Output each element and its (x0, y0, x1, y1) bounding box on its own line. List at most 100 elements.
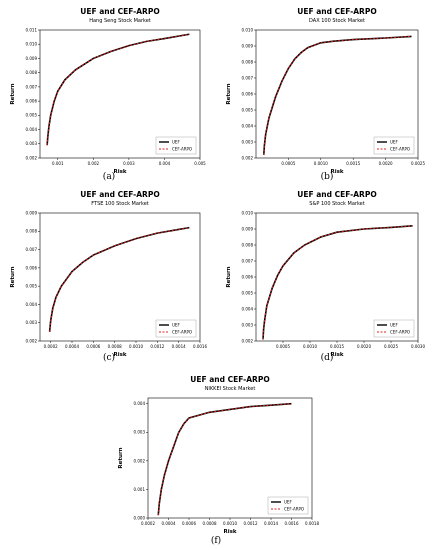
x-tick-label: 0.0010 (314, 161, 328, 166)
y-tick-label: 0.010 (26, 42, 38, 47)
x-tick-label: 0.0025 (384, 344, 398, 349)
legend-box (373, 136, 415, 155)
x-tick-label: 0.0008 (108, 344, 122, 349)
chart-panel-b: UEF and CEF-ARPO DAX 100 Stock Market 0.00… (216, 0, 433, 183)
chart-svg-b: UEF and CEF-ARPO DAX 100 Stock Market 0.00… (226, 7, 425, 175)
x-tick-label: 0.0008 (203, 521, 217, 526)
y-tick-label: 0.002 (242, 338, 254, 343)
legend: UEF CEF-ARPO (155, 136, 197, 155)
chart-panel-c: UEF and CEF-ARPO FTSE 100 Stock Market 0.0… (0, 183, 216, 366)
x-tick-label: 0.0006 (182, 521, 196, 526)
chart-subtitle: DAX 100 Stock Market (309, 18, 365, 24)
series-line-cef-arpo (263, 35, 412, 155)
x-tick-label: 0.0005 (281, 161, 295, 166)
y-tick-label: 0.004 (26, 127, 38, 132)
x-axis-label: Risk (330, 169, 343, 175)
panel-caption-a: (a) (102, 172, 116, 182)
x-tick-label: 0.003 (123, 161, 135, 166)
y-tick-label: 0.003 (26, 141, 38, 146)
y-tick-label: 0.010 (242, 27, 254, 32)
chart-panel-a: UEF and CEF-ARPO Hang Seng Stock Market 0.… (0, 0, 216, 183)
legend-label: CEF-ARPO (172, 329, 192, 334)
chart-svg-c: UEF and CEF-ARPO FTSE 100 Stock Market 0.0… (10, 190, 207, 358)
y-tick-label: 0.005 (242, 290, 254, 295)
y-tick-label: 0.005 (242, 107, 254, 112)
x-tick-label: 0.0010 (129, 344, 143, 349)
series-line-cef-arpo (49, 227, 190, 332)
x-tick-label: 0.0004 (162, 521, 176, 526)
y-tick-label: 0.006 (242, 274, 254, 279)
y-tick-label: 0.002 (242, 155, 254, 160)
y-tick-label: 0.005 (26, 113, 38, 118)
y-tick-label: 0.003 (242, 322, 254, 327)
legend-label: UEF (284, 499, 292, 504)
legend-label: UEF (172, 139, 180, 144)
y-axis-label: Return (10, 83, 16, 104)
y-tick-label: 0.005 (26, 284, 38, 289)
chart-subtitle: NIKKEI Stock Market (205, 386, 256, 392)
panel-caption-c: (c) (102, 353, 116, 363)
chart-subtitle: Hang Seng Stock Market (89, 18, 151, 24)
chart-title: UEF and CEF-ARPO (80, 190, 159, 199)
y-tick-label: 0.008 (26, 229, 38, 234)
y-tick-label: 0.010 (242, 210, 254, 215)
x-tick-label: 0.005 (194, 161, 206, 166)
x-tick-label: 0.0002 (141, 521, 155, 526)
chart-svg-f: UEF and CEF-ARPO NIKKEI Stock Market 0.000… (118, 375, 319, 535)
y-tick-label: 0.007 (242, 258, 254, 263)
chart-svg-d: UEF and CEF-ARPO S&P 100 Stock Market 0.00… (226, 190, 425, 358)
y-tick-label: 0.006 (26, 99, 38, 104)
x-tick-label: 0.0004 (65, 344, 79, 349)
legend-box (373, 319, 415, 338)
x-tick-label: 0.0025 (411, 161, 425, 166)
y-tick-label: 0.004 (134, 401, 146, 406)
y-tick-label: 0.003 (134, 430, 146, 435)
legend: UEF CEF-ARPO (267, 496, 309, 515)
y-tick-label: 0.002 (26, 338, 38, 343)
chart-panel-f: UEF and CEF-ARPO NIKKEI Stock Market 0.000… (108, 366, 325, 539)
x-tick-label: 0.0014 (172, 344, 186, 349)
y-tick-label: 0.007 (26, 247, 38, 252)
legend-box (155, 319, 197, 338)
y-axis-label: Return (118, 447, 124, 468)
y-tick-label: 0.003 (26, 320, 38, 325)
y-tick-label: 0.001 (134, 487, 146, 492)
legend-box (267, 496, 309, 515)
y-axis-label: Return (226, 266, 232, 287)
series-line-uef (46, 33, 190, 146)
x-tick-label: 0.0015 (346, 161, 360, 166)
plot-frame (39, 29, 201, 159)
x-tick-label: 0.0010 (223, 521, 237, 526)
y-tick-label: 0.009 (26, 210, 38, 215)
y-tick-label: 0.008 (242, 59, 254, 64)
y-tick-label: 0.006 (242, 91, 254, 96)
x-tick-label: 0.004 (159, 161, 171, 166)
y-tick-label: 0.011 (26, 27, 38, 32)
x-tick-label: 0.002 (88, 161, 100, 166)
legend-label: CEF-ARPO (172, 146, 192, 151)
y-tick-label: 0.004 (26, 302, 38, 307)
legend-label: CEF-ARPO (390, 146, 410, 151)
y-tick-label: 0.008 (242, 242, 254, 247)
legend-label: UEF (390, 322, 398, 327)
x-axis-label: Risk (223, 529, 236, 535)
x-tick-label: 0.0012 (150, 344, 164, 349)
y-tick-label: 0.009 (26, 56, 38, 61)
legend-box (155, 136, 197, 155)
y-tick-label: 0.000 (134, 515, 146, 520)
y-tick-label: 0.009 (242, 226, 254, 231)
chart-subtitle: S&P 100 Stock Market (309, 201, 364, 207)
x-axis-label: Risk (113, 169, 126, 175)
x-tick-label: 0.0016 (285, 521, 299, 526)
chart-title: UEF and CEF-ARPO (190, 375, 269, 384)
chart-title: UEF and CEF-ARPO (297, 7, 376, 16)
x-axis-label: Risk (330, 352, 343, 358)
chart-subtitle: FTSE 100 Stock Market (91, 201, 149, 207)
chart-panel-d: UEF and CEF-ARPO S&P 100 Stock Market 0.00… (216, 183, 433, 366)
chart-title: UEF and CEF-ARPO (297, 190, 376, 199)
x-tick-label: 0.0020 (357, 344, 371, 349)
y-tick-label: 0.003 (242, 139, 254, 144)
x-tick-label: 0.0010 (303, 344, 317, 349)
y-tick-label: 0.006 (26, 265, 38, 270)
x-axis-label: Risk (113, 352, 126, 358)
